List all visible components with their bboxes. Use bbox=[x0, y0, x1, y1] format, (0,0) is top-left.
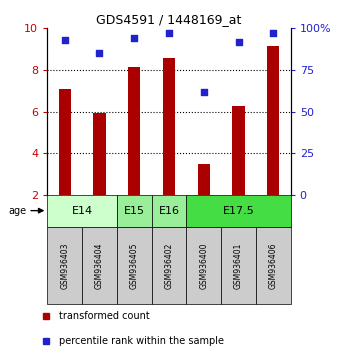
Bar bbox=[152, 227, 186, 304]
Bar bbox=[233, 106, 245, 195]
Bar bbox=[267, 46, 280, 195]
Bar bbox=[58, 88, 71, 195]
Bar bbox=[117, 227, 152, 304]
Text: GSM936401: GSM936401 bbox=[234, 242, 243, 289]
Bar bbox=[117, 195, 152, 227]
Text: transformed count: transformed count bbox=[58, 311, 149, 321]
Title: GDS4591 / 1448169_at: GDS4591 / 1448169_at bbox=[96, 13, 242, 26]
Text: GSM936405: GSM936405 bbox=[130, 242, 139, 289]
Bar bbox=[128, 67, 140, 195]
Bar bbox=[186, 195, 291, 227]
Bar bbox=[221, 227, 256, 304]
Text: E17.5: E17.5 bbox=[223, 206, 255, 216]
Text: E14: E14 bbox=[72, 206, 93, 216]
Point bbox=[97, 50, 102, 56]
Point bbox=[236, 39, 241, 45]
Text: GSM936400: GSM936400 bbox=[199, 242, 208, 289]
Bar bbox=[163, 58, 175, 195]
Point bbox=[271, 30, 276, 36]
Text: E16: E16 bbox=[159, 206, 179, 216]
Bar bbox=[47, 195, 117, 227]
Bar bbox=[152, 195, 186, 227]
Bar bbox=[82, 227, 117, 304]
Text: GSM936402: GSM936402 bbox=[165, 242, 173, 289]
Text: GSM936406: GSM936406 bbox=[269, 242, 278, 289]
Bar bbox=[186, 227, 221, 304]
Text: percentile rank within the sample: percentile rank within the sample bbox=[58, 336, 223, 346]
Bar bbox=[47, 227, 82, 304]
Text: age: age bbox=[8, 206, 26, 216]
Bar bbox=[198, 164, 210, 195]
Point bbox=[201, 89, 207, 95]
Bar bbox=[93, 113, 105, 195]
Point bbox=[166, 30, 172, 36]
Text: E15: E15 bbox=[124, 206, 145, 216]
Bar bbox=[256, 227, 291, 304]
Text: GSM936403: GSM936403 bbox=[60, 242, 69, 289]
Point bbox=[62, 37, 67, 43]
Point bbox=[131, 35, 137, 41]
Text: GSM936404: GSM936404 bbox=[95, 242, 104, 289]
